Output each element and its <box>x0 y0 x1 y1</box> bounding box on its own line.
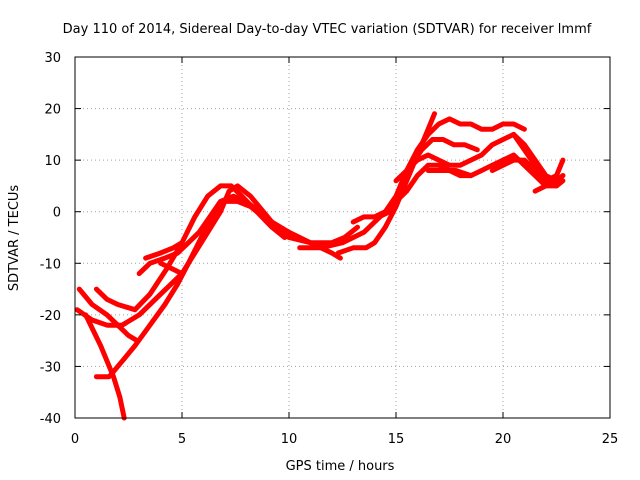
series-line-arc-3 <box>74 183 296 328</box>
series-line-arc-14 <box>425 168 474 179</box>
series-line-arc-2 <box>83 312 127 421</box>
x-tick-label: 10 <box>281 432 298 447</box>
data-series-layer <box>74 111 566 421</box>
y-axis-ticks: -40 -30 -20 -10 0 10 20 30 <box>40 51 610 427</box>
series-line-arc-6 <box>136 193 343 277</box>
series-line-arc-10 <box>297 116 527 251</box>
series-line-arc-12 <box>376 137 480 220</box>
series-line-arc-1 <box>76 286 140 344</box>
y-tick-label: 10 <box>44 154 61 169</box>
y-axis-label: SDTVAR / TECUs <box>7 185 22 292</box>
series-line-arc-7 <box>158 260 185 277</box>
y-tick-label: 20 <box>44 103 61 118</box>
y-tick-label: 30 <box>44 51 61 66</box>
series-line-arc-17 <box>532 173 566 194</box>
x-tick-label: 20 <box>495 432 512 447</box>
y-tick-label: -40 <box>40 412 61 427</box>
series-line-arc-15 <box>489 157 566 189</box>
x-axis-label: GPS time / hours <box>286 459 395 474</box>
y-tick-label: 0 <box>53 206 61 221</box>
series-line-arc-8 <box>143 240 185 261</box>
x-tick-label: 25 <box>602 432 619 447</box>
y-tick-label: -30 <box>40 360 61 375</box>
series-line-arc-5 <box>93 198 360 380</box>
x-axis-ticks: 0 5 10 15 20 25 <box>71 57 618 447</box>
y-tick-label: -10 <box>40 257 61 272</box>
chart-title: Day 110 of 2014, Sidereal Day-to-day VTE… <box>63 22 592 37</box>
series-line-arc-11 <box>350 152 559 225</box>
x-tick-label: 15 <box>388 432 405 447</box>
x-tick-label: 0 <box>71 432 79 447</box>
y-tick-label: -20 <box>40 309 61 324</box>
x-tick-label: 5 <box>178 432 186 447</box>
plot-frame <box>74 56 611 419</box>
